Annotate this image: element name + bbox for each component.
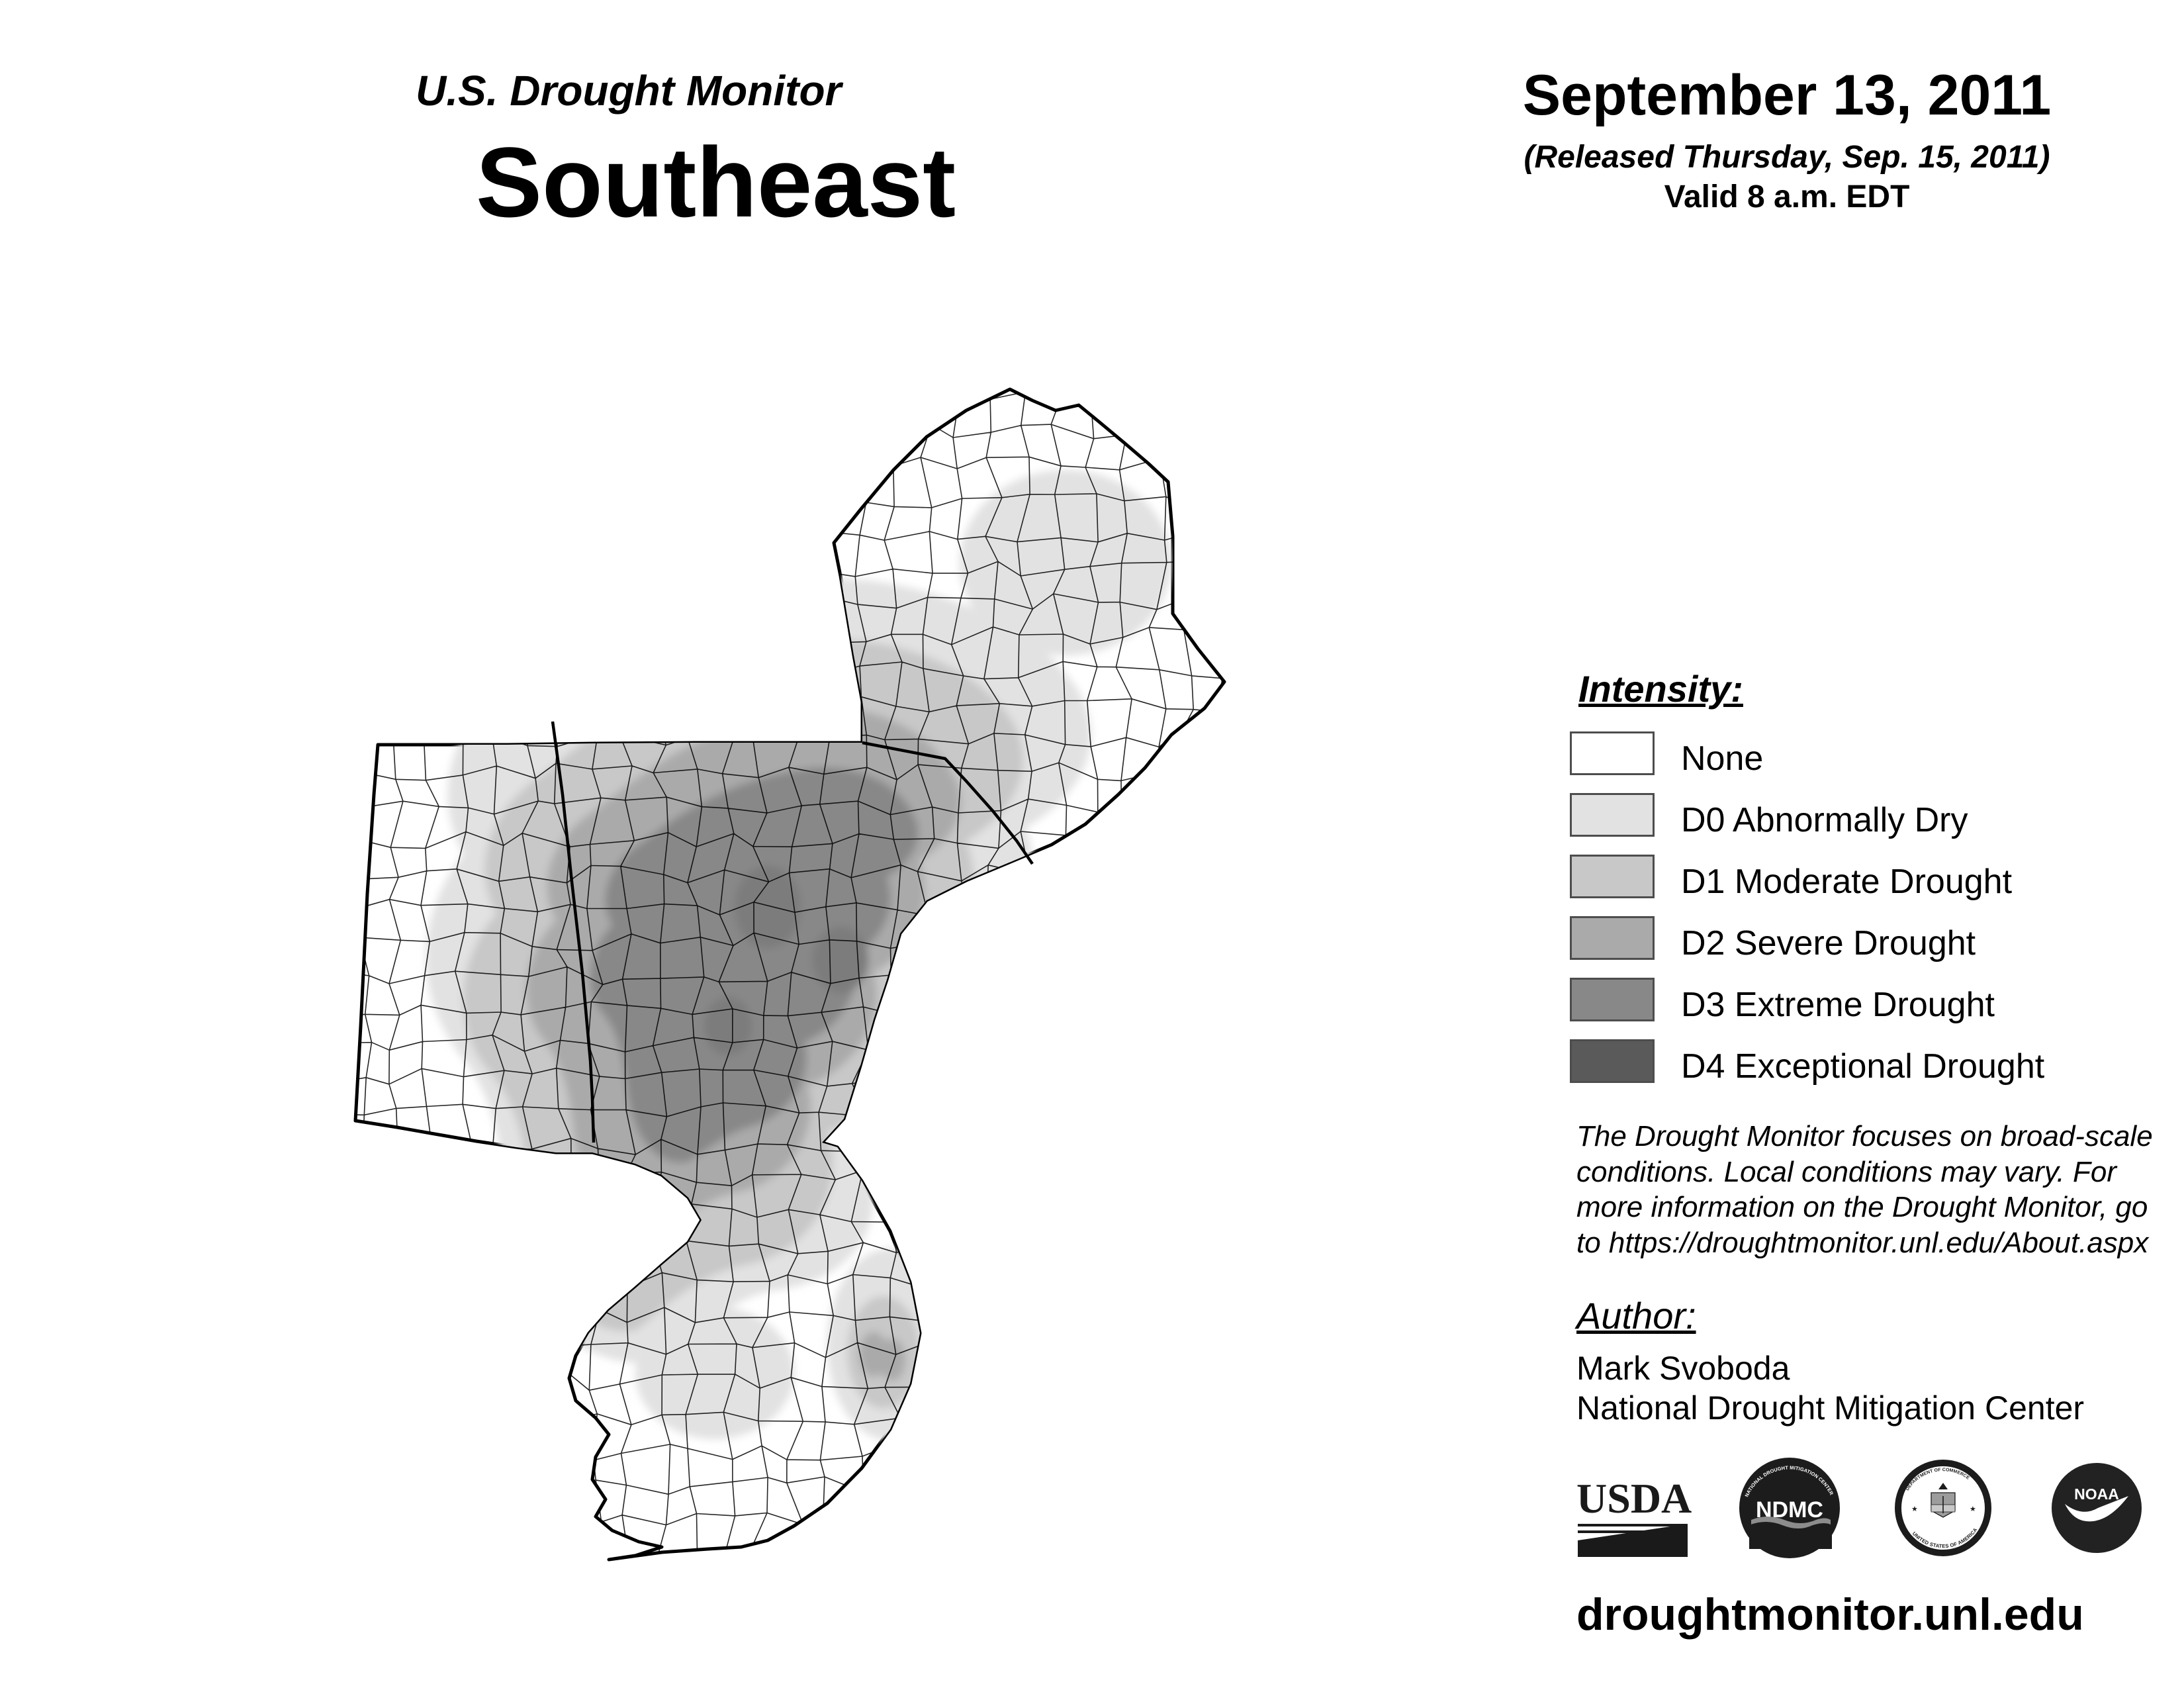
svg-text:NOAA: NOAA — [2074, 1485, 2119, 1503]
svg-text:★: ★ — [1970, 1505, 1976, 1513]
svg-text:USDA: USDA — [1576, 1475, 1692, 1522]
svg-text:★: ★ — [1911, 1505, 1918, 1513]
